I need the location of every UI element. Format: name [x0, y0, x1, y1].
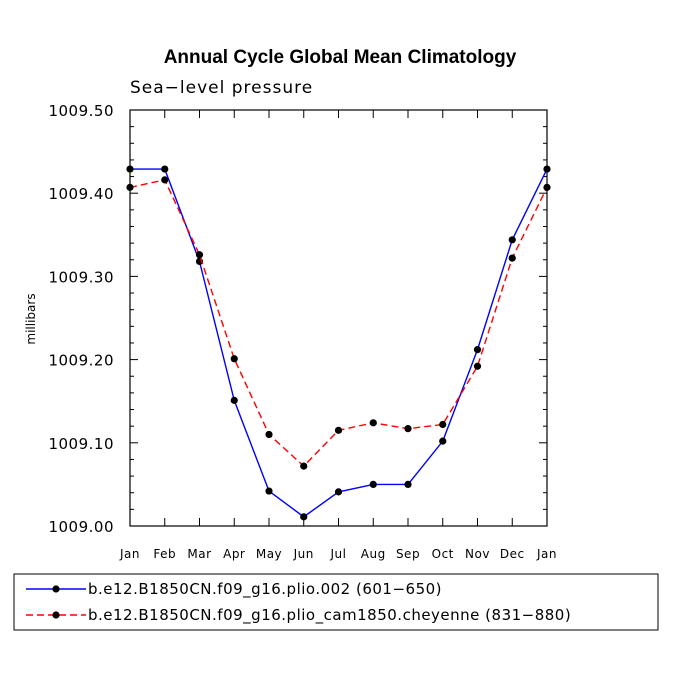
data-point — [369, 480, 377, 488]
legend-entry-2: b.e12.B1850CN.f09_g16.plio_cam1850.cheye… — [26, 606, 571, 625]
x-tick-label: Mar — [187, 547, 211, 561]
y-tick-label: 1009.10 — [48, 435, 114, 453]
data-point — [334, 426, 343, 434]
x-tick-label: Jan — [536, 547, 557, 561]
x-tick-label: Jul — [330, 547, 347, 561]
axes: 1009.00 1009.10 1009.20 1009.30 1009.40 1009.… — [48, 102, 557, 561]
y-tick-label: 1009.00 — [48, 518, 114, 536]
legend: b.e12.B1850CN.f09_g16.plio.002 (601−650)… — [13, 573, 659, 631]
legend-label: b.e12.B1850CN.f09_g16.plio_cam1850.cheye… — [88, 606, 571, 625]
data-point — [300, 462, 308, 470]
data-point — [473, 362, 482, 370]
data-point — [439, 437, 447, 445]
series-line — [129, 179, 548, 468]
x-tick-label: Jan — [119, 547, 140, 561]
chart-subtitle: Sea−level pressure — [130, 78, 313, 98]
x-tick-label: Dec — [500, 547, 525, 561]
x-tick-label: Sep — [396, 547, 420, 561]
y-tick-label: 1009.40 — [48, 185, 114, 203]
x-tick-label: Aug — [361, 547, 386, 561]
data-point — [369, 419, 377, 427]
data-point — [230, 396, 238, 404]
x-tick-label: Feb — [153, 547, 176, 561]
y-tick-label: 1009.50 — [48, 102, 114, 120]
data-point — [334, 488, 343, 496]
data-point — [126, 183, 134, 191]
data-point — [265, 430, 273, 439]
data-point — [265, 487, 273, 495]
data-point — [439, 420, 447, 429]
legend-box — [13, 573, 659, 631]
data-point — [230, 355, 238, 363]
data-point — [161, 176, 169, 184]
data-point — [508, 254, 516, 262]
legend-marker — [52, 585, 60, 593]
legend-marker — [52, 611, 60, 619]
series-layer — [126, 165, 551, 521]
legend-label: b.e12.B1850CN.f09_g16.plio.002 (601−650) — [88, 580, 442, 599]
data-point — [508, 236, 516, 244]
data-point — [161, 165, 169, 173]
data-point — [543, 183, 551, 191]
x-tick-label: Oct — [432, 547, 454, 561]
data-point — [473, 346, 482, 354]
data-point — [195, 251, 204, 259]
data-point — [543, 165, 551, 173]
y-tick-label: 1009.30 — [48, 268, 114, 286]
y-axis-label: millibars — [24, 293, 38, 344]
data-point — [300, 513, 308, 521]
data-point — [404, 425, 412, 433]
x-tick-label: Apr — [223, 547, 245, 561]
x-tick-label: Jun — [293, 547, 314, 561]
x-tick-label: Nov — [465, 547, 490, 561]
chart-title: Annual Cycle Global Mean Climatology — [164, 47, 517, 68]
data-point — [404, 480, 412, 488]
x-tick-label: May — [256, 547, 282, 561]
plot-frame — [129, 109, 548, 527]
data-point — [126, 165, 134, 173]
y-tick-label: 1009.20 — [48, 352, 114, 370]
legend-entry-1: b.e12.B1850CN.f09_g16.plio.002 (601−650) — [26, 580, 442, 599]
series-2 — [126, 176, 551, 470]
series-1 — [126, 165, 551, 521]
